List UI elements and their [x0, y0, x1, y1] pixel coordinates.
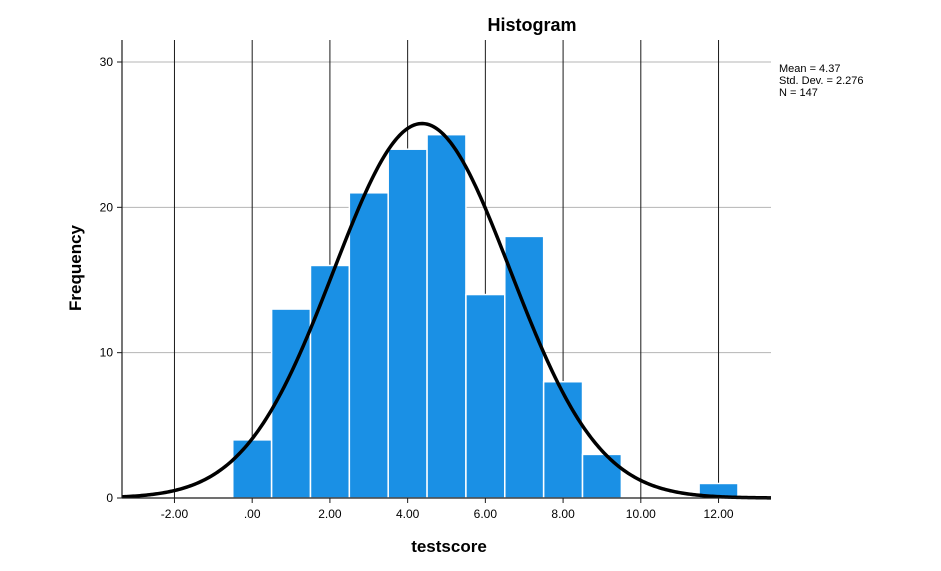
y-axis-label: Frequency — [66, 224, 85, 311]
y-tick-label: 0 — [106, 491, 113, 505]
x-tick-label: 2.00 — [318, 507, 342, 521]
x-tick-label: -2.00 — [161, 507, 189, 521]
histogram-bar — [504, 235, 545, 499]
histogram-bar — [387, 148, 428, 499]
histogram-bar — [348, 192, 389, 499]
y-tick-label: 10 — [100, 346, 114, 360]
x-tick-label: 8.00 — [551, 507, 575, 521]
stats-n: N = 147 — [779, 87, 818, 99]
x-tick-label: 12.00 — [704, 507, 734, 521]
histogram-bar — [581, 453, 623, 499]
histogram-bar — [232, 439, 273, 499]
y-tick-label: 20 — [100, 200, 114, 214]
x-axis-label: testscore — [411, 537, 487, 556]
x-tick-label: 4.00 — [396, 507, 420, 521]
stats-mean: Mean = 4.37 — [779, 63, 840, 75]
x-tick-labels: -2.00 .00 2.00 4.00 6.00 8.00 10.00 12.00 — [161, 507, 734, 521]
histogram-bar — [309, 264, 351, 499]
x-tick-label: 6.00 — [474, 507, 498, 521]
histogram-bar — [270, 308, 312, 499]
normal-curve-group — [121, 121, 772, 500]
histogram-bar — [426, 133, 467, 499]
histogram-bar — [465, 293, 506, 499]
stats-std-dev: Std. Dev. = 2.276 — [779, 75, 864, 87]
y-tick-labels: 0 10 20 30 — [100, 55, 114, 505]
x-tick-label: .00 — [244, 507, 261, 521]
y-tick-label: 30 — [100, 55, 114, 69]
normal-curve — [121, 121, 772, 500]
chart-title: Histogram — [487, 15, 576, 35]
x-tick-label: 10.00 — [626, 507, 656, 521]
histogram-bar — [542, 380, 584, 499]
axes — [117, 40, 771, 503]
